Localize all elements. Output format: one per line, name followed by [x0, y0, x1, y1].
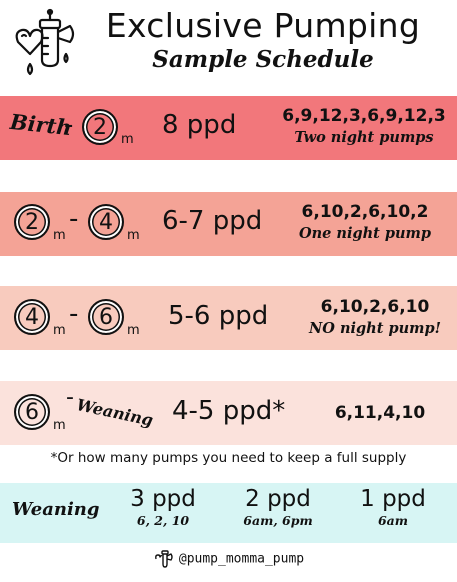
month-unit: m	[53, 323, 66, 338]
pump-times: 6,10,2,6,10,2	[301, 202, 429, 222]
month-badge: 6	[88, 299, 124, 335]
schedule-row-2m-4m: 2 m - 4 m 6-7 ppd 6,10,2,6,10,2 One nigh…	[0, 192, 457, 256]
weaning-option: 2 ppd 6am, 6pm	[228, 486, 328, 528]
row-dash: -	[64, 110, 74, 140]
month-number: 2	[93, 115, 107, 140]
month-unit: m	[121, 132, 134, 147]
weaning-option: 3 ppd 6, 2, 10	[118, 486, 208, 528]
footer-handle: @pump_momma_pump	[0, 548, 457, 570]
month-number: 4	[99, 210, 113, 235]
page-subtitle: Sample Schedule	[152, 46, 374, 73]
weaning-times: 6am	[377, 513, 409, 528]
weaning-ppd: 2 ppd	[245, 486, 311, 512]
schedule-row-birth-2m: Birth - 2 m 8 ppd 6,9,12,3,6,9,12,3 Two …	[0, 96, 457, 160]
pumps-per-day: 8 ppd	[162, 110, 237, 140]
month-number: 4	[25, 305, 39, 330]
month-number: 6	[99, 305, 113, 330]
social-handle: @pump_momma_pump	[178, 551, 305, 567]
weaning-times: 6, 2, 10	[136, 513, 190, 528]
weaning-times: 6am, 6pm	[243, 513, 313, 528]
month-unit: m	[127, 323, 140, 338]
row-to-label: Weaning	[74, 395, 155, 430]
pump-logo-icon	[154, 550, 173, 568]
pump-times: 6,9,12,3,6,9,12,3	[282, 106, 446, 126]
weaning-ppd: 3 ppd	[130, 486, 196, 512]
row-dash: -	[66, 385, 74, 410]
month-number: 6	[25, 400, 39, 425]
weaning-ppd: 1 ppd	[360, 486, 426, 512]
month-badge: 4	[88, 204, 124, 240]
baby-bottle-heart-icon	[15, 8, 75, 76]
month-number: 2	[25, 210, 39, 235]
month-badge: 6	[14, 394, 50, 430]
pump-times: 6,10,2,6,10	[320, 297, 430, 317]
month-badge: 2	[82, 109, 118, 145]
header: Exclusive Pumping Sample Schedule	[0, 0, 457, 90]
schedule-row-6m-weaning: 6 m - Weaning 4-5 ppd* 6,11,4,10	[0, 381, 457, 445]
pumps-per-day: 4-5 ppd*	[172, 396, 286, 426]
schedule-row-4m-6m: 4 m - 6 m 5-6 ppd 6,10,2,6,10 NO night p…	[0, 286, 457, 350]
weaning-label: Weaning	[12, 499, 100, 520]
row-note: Two night pumps	[294, 129, 434, 146]
row-dash: -	[69, 299, 79, 329]
row-dash: -	[69, 204, 79, 234]
weaning-row: Weaning 3 ppd 6, 2, 10 2 ppd 6am, 6pm 1 …	[0, 483, 457, 543]
row-note: One night pump	[298, 225, 432, 242]
month-badge: 4	[14, 299, 50, 335]
pumps-per-day: 6-7 ppd	[162, 206, 263, 236]
row-note: NO night pump!	[309, 320, 441, 337]
month-unit: m	[53, 228, 66, 243]
footnote: *Or how many pumps you need to keep a fu…	[50, 450, 407, 466]
pump-times: 6,11,4,10	[334, 403, 426, 423]
weaning-option: 1 ppd 6am	[348, 486, 438, 528]
page-title: Exclusive Pumping	[105, 6, 421, 45]
month-badge: 2	[14, 204, 50, 240]
month-unit: m	[127, 228, 140, 243]
month-unit: m	[53, 418, 66, 433]
pumps-per-day: 5-6 ppd	[168, 301, 269, 331]
